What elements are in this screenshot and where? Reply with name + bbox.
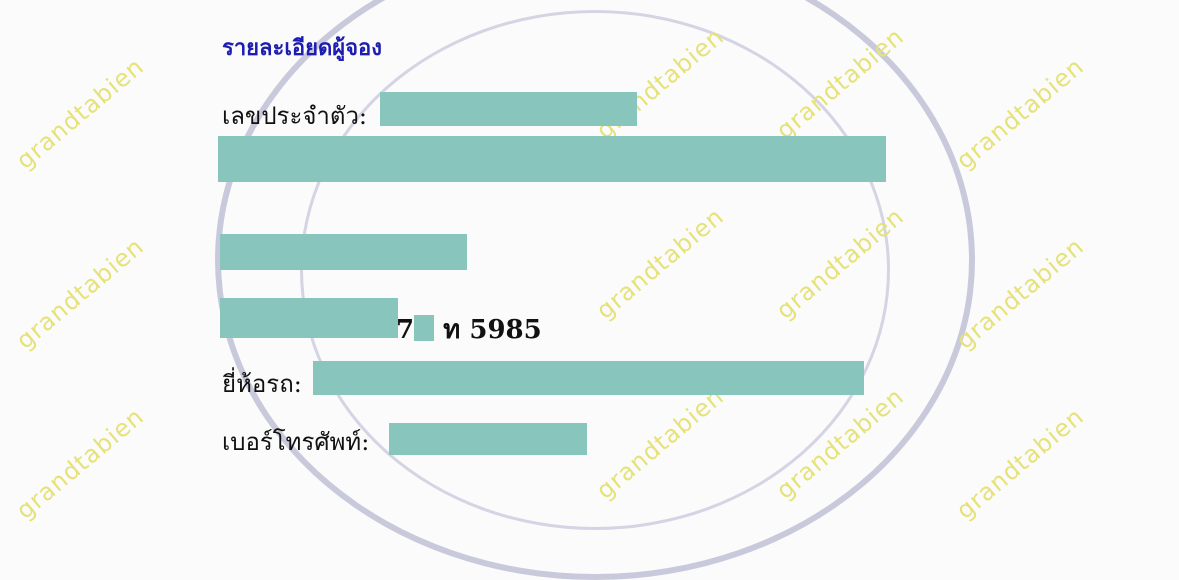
plate-suffix: ท 5985	[443, 315, 542, 345]
redacted-block	[220, 234, 467, 270]
redacted-id	[380, 92, 637, 126]
id-label: เลขประจำตัว:	[222, 102, 368, 130]
section-title: รายละเอียดผู้จอง	[222, 35, 383, 61]
license-plate: 7 ท 5985	[396, 309, 542, 350]
phone-label: เบอร์โทรศัพท์:	[222, 428, 370, 456]
watermark-text: grandtabien	[11, 52, 150, 175]
watermark-text: grandtabien	[11, 402, 150, 525]
redacted-plate-char	[414, 315, 435, 341]
redacted-phone	[389, 423, 587, 455]
watermark-text: grandtabien	[11, 232, 150, 355]
redacted-brand	[313, 361, 864, 395]
watermark-text: grandtabien	[951, 52, 1090, 175]
redacted-plate-province	[220, 298, 398, 338]
redacted-block	[218, 136, 886, 182]
plate-prefix: 7	[396, 315, 415, 345]
brand-label: ยี่ห้อรถ:	[222, 370, 302, 398]
watermark-text: grandtabien	[951, 402, 1090, 525]
